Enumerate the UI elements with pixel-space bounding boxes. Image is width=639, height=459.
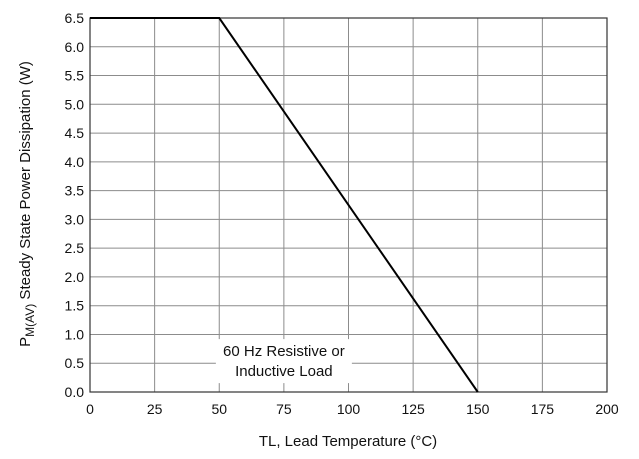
y-tick-label: 2.0 [65,269,85,285]
x-tick-label: 100 [337,401,361,417]
y-axis-title-subscript: M(AV) [23,304,37,337]
annotation-box: 60 Hz Resistive or Inductive Load [216,339,352,383]
x-tick-label: 50 [211,401,227,417]
y-axis-title-prefix: P [17,337,34,347]
x-tick-label: 125 [401,401,425,417]
y-tick-label: 2.5 [65,240,85,256]
x-tick-label: 200 [595,401,619,417]
x-tick-label: 75 [276,401,292,417]
y-tick-label: 0.0 [65,384,85,400]
annotation-line-1: 60 Hz Resistive or [223,343,345,360]
y-tick-label: 1.5 [65,298,85,314]
y-tick-label: 5.0 [65,96,85,112]
y-tick-label: 5.5 [65,68,85,84]
y-tick-label: 6.0 [65,39,85,55]
y-tick-label: 4.5 [65,125,85,141]
x-axis-title: TL, Lead Temperature (°C) [259,433,437,450]
y-axis-title-suffix: Steady State Power Dissipation (W) [17,61,34,304]
y-tick-label: 6.5 [65,10,85,26]
x-tick-label: 25 [147,401,163,417]
x-tick-label: 175 [531,401,555,417]
y-axis-title: PM(AV) Steady State Power Dissipation (W… [17,61,37,347]
y-tick-label: 3.0 [65,211,85,227]
y-tick-label: 3.5 [65,183,85,199]
y-tick-label: 1.0 [65,326,85,342]
annotation-line-2: Inductive Load [235,363,333,380]
y-tick-label: 0.5 [65,355,85,371]
x-tick-label: 150 [466,401,490,417]
y-tick-label: 4.0 [65,154,85,170]
x-tick-label: 0 [86,401,94,417]
